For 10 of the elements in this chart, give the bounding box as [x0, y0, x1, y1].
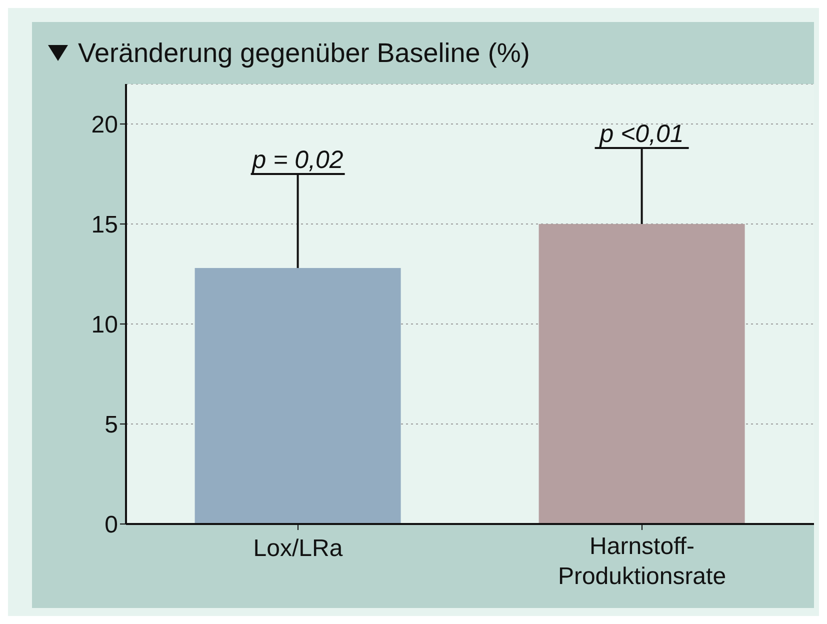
x-tick-label: Harnstoff-Produktionsrate — [558, 533, 726, 590]
chart-title: Veränderung gegenüber Baseline (%) — [78, 38, 530, 68]
x-tick-label: Lox/LRa — [253, 535, 344, 562]
y-tick-label: 5 — [104, 412, 118, 439]
y-tick-label: 15 — [91, 212, 118, 239]
y-tick-label: 10 — [91, 312, 118, 339]
y-tick-label: 20 — [91, 112, 118, 139]
annotation: p <0,01 — [598, 120, 684, 148]
y-tick-label: 0 — [104, 512, 118, 539]
annotation: p = 0,02 — [251, 146, 344, 174]
